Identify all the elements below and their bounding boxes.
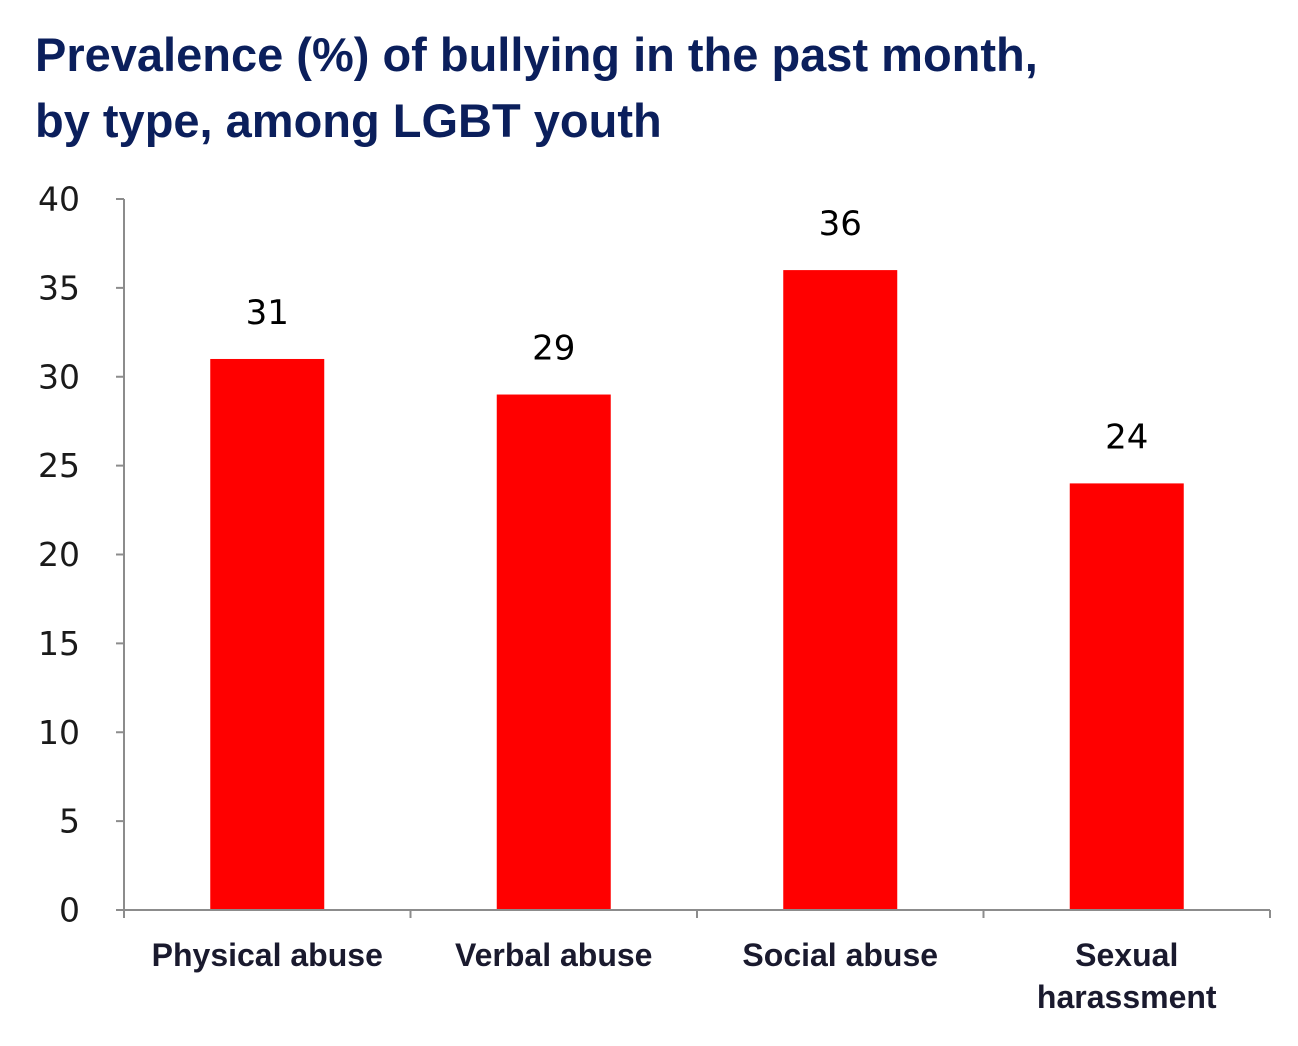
y-tick-label: 0 xyxy=(59,891,80,930)
y-tick-label: 15 xyxy=(38,624,80,663)
x-category-label: Sexual xyxy=(1075,937,1178,973)
y-tick-label: 10 xyxy=(38,713,80,752)
data-label: 36 xyxy=(819,204,862,244)
chart-title-line-2: by type, among LGBT youth xyxy=(35,94,662,147)
chart-title-line-1: Prevalence (%) of bullying in the past m… xyxy=(35,28,1038,81)
bar xyxy=(1069,483,1184,910)
y-tick-label: 5 xyxy=(59,802,80,841)
bar xyxy=(496,394,611,910)
y-tick-label: 20 xyxy=(38,535,80,574)
bar xyxy=(783,270,898,911)
x-category-label: Physical abuse xyxy=(152,937,383,973)
x-category-label: Verbal abuse xyxy=(455,937,652,973)
chart-title: Prevalence (%) of bullying in the past m… xyxy=(35,22,1275,154)
bar xyxy=(210,358,325,911)
x-category-label: Social abuse xyxy=(742,937,938,973)
data-label: 24 xyxy=(1105,417,1148,457)
y-tick-label: 40 xyxy=(38,180,80,219)
y-tick-label: 35 xyxy=(38,268,80,307)
y-tick-label: 25 xyxy=(38,446,80,485)
data-label: 29 xyxy=(532,329,575,369)
data-label: 31 xyxy=(246,293,289,333)
y-tick-label: 30 xyxy=(38,357,80,396)
x-category-label: harassment xyxy=(1037,979,1217,1015)
